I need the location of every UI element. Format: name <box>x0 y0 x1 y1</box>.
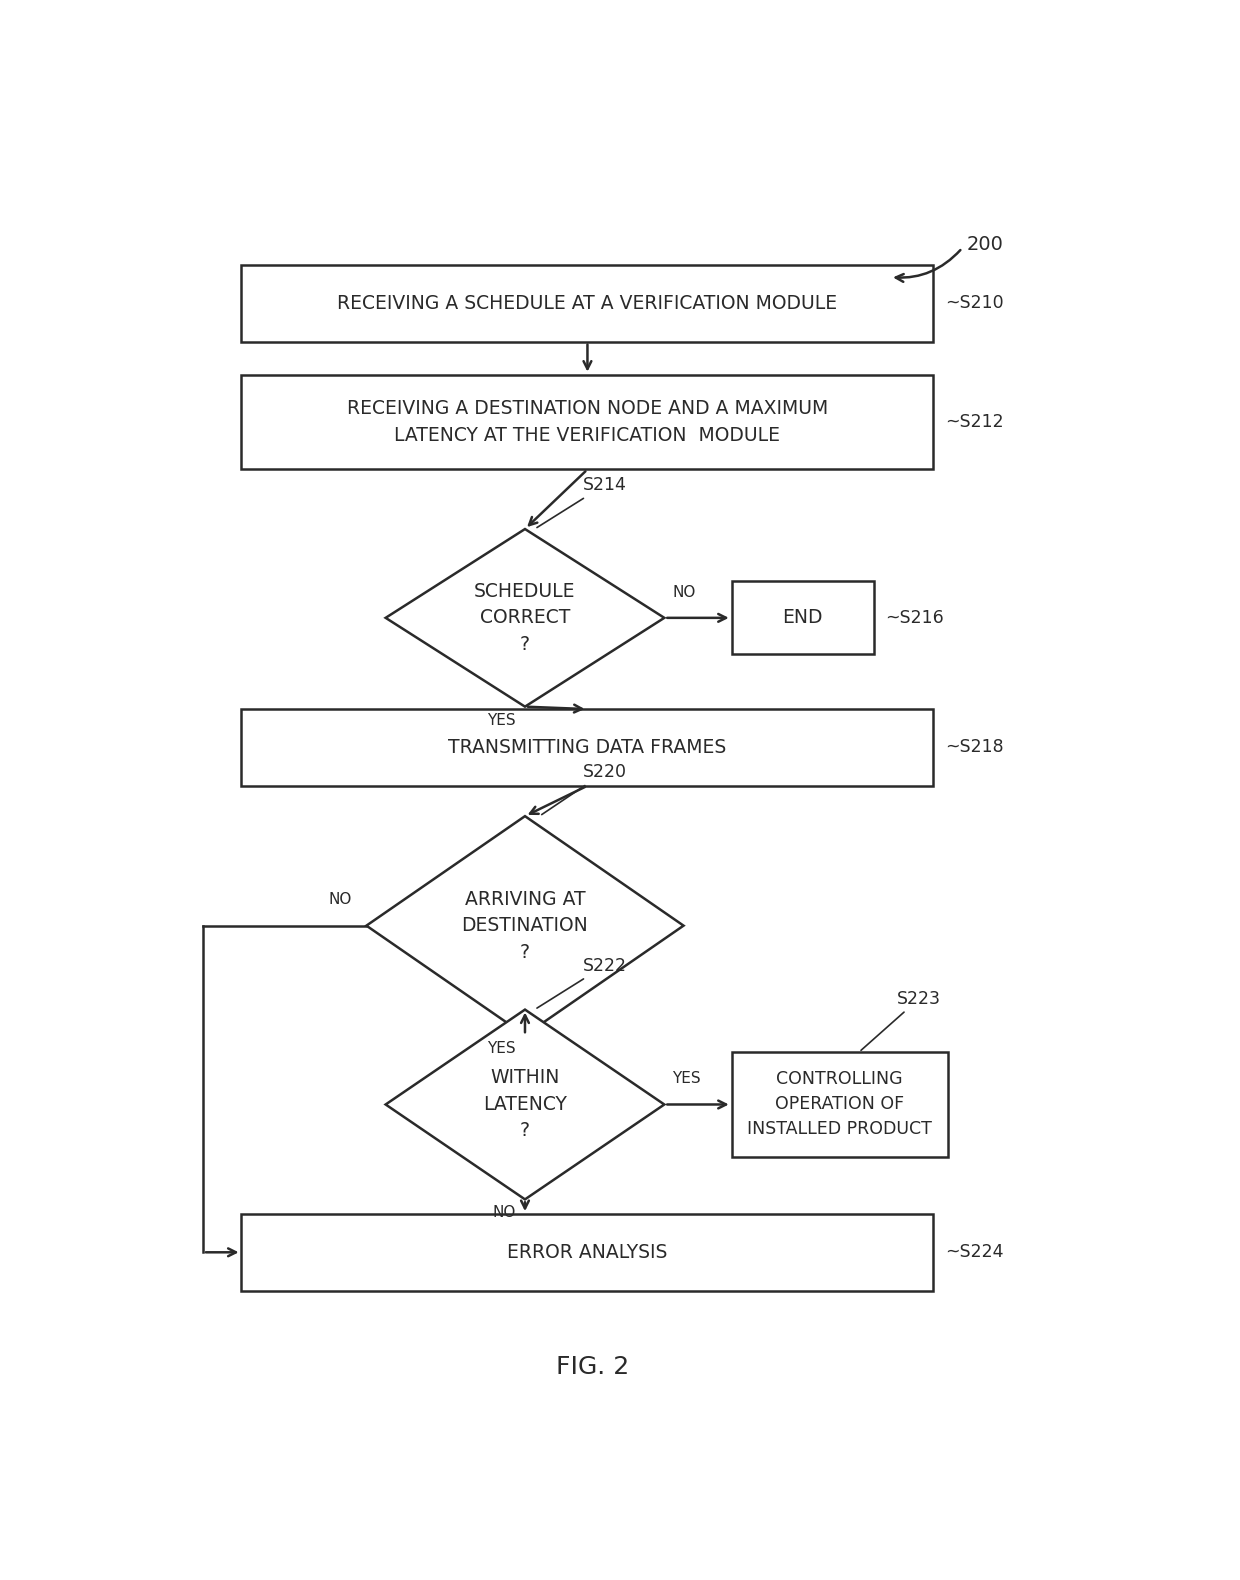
FancyBboxPatch shape <box>242 265 934 341</box>
Text: ~S224: ~S224 <box>945 1243 1003 1261</box>
Text: TRANSMITTING DATA FRAMES: TRANSMITTING DATA FRAMES <box>449 738 727 757</box>
Text: NO: NO <box>329 893 352 907</box>
Text: NO: NO <box>672 585 696 599</box>
FancyBboxPatch shape <box>242 1213 934 1291</box>
Polygon shape <box>386 529 665 706</box>
Polygon shape <box>367 817 683 1035</box>
Text: YES: YES <box>487 1041 516 1055</box>
Text: SCHEDULE
CORRECT
?: SCHEDULE CORRECT ? <box>474 581 575 654</box>
Text: END: END <box>782 608 823 627</box>
Text: S223: S223 <box>861 989 941 1051</box>
Text: FIG. 2: FIG. 2 <box>556 1356 629 1379</box>
Text: YES: YES <box>487 713 516 728</box>
FancyBboxPatch shape <box>242 374 934 469</box>
Text: WITHIN
LATENCY
?: WITHIN LATENCY ? <box>484 1068 567 1141</box>
Text: RECEIVING A SCHEDULE AT A VERIFICATION MODULE: RECEIVING A SCHEDULE AT A VERIFICATION M… <box>337 294 837 313</box>
Text: ARRIVING AT
DESTINATION
?: ARRIVING AT DESTINATION ? <box>461 890 588 962</box>
Text: RECEIVING A DESTINATION NODE AND A MAXIMUM
LATENCY AT THE VERIFICATION  MODULE: RECEIVING A DESTINATION NODE AND A MAXIM… <box>347 400 828 444</box>
Text: ~S212: ~S212 <box>945 412 1003 431</box>
Text: 200: 200 <box>967 235 1004 254</box>
Text: CONTROLLING
OPERATION OF
INSTALLED PRODUCT: CONTROLLING OPERATION OF INSTALLED PRODU… <box>748 1071 932 1139</box>
Text: ERROR ANALYSIS: ERROR ANALYSIS <box>507 1243 667 1262</box>
Text: NO: NO <box>492 1206 516 1220</box>
FancyBboxPatch shape <box>732 581 874 654</box>
Text: ~S216: ~S216 <box>885 608 944 627</box>
FancyBboxPatch shape <box>732 1052 947 1157</box>
Text: S214: S214 <box>537 476 626 528</box>
Polygon shape <box>386 1010 665 1199</box>
Text: ~S218: ~S218 <box>945 738 1003 757</box>
Text: YES: YES <box>672 1071 701 1085</box>
Text: S222: S222 <box>537 956 626 1008</box>
FancyBboxPatch shape <box>242 709 934 785</box>
Text: S220: S220 <box>542 763 626 815</box>
Text: ~S210: ~S210 <box>945 294 1003 313</box>
